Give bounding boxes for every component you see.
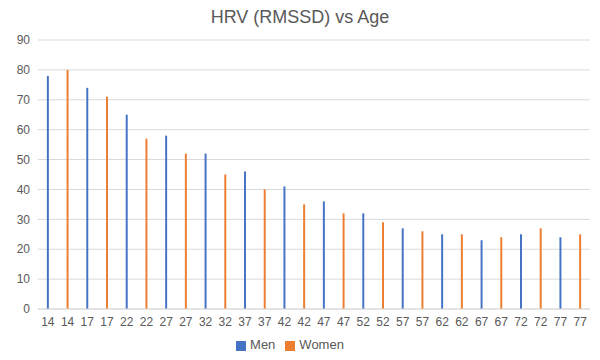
svg-text:14: 14 bbox=[61, 315, 75, 329]
svg-text:60: 60 bbox=[17, 123, 31, 137]
html-text:Women: Women bbox=[299, 337, 344, 352]
svg-text:52: 52 bbox=[376, 315, 390, 329]
svg-text:27: 27 bbox=[179, 315, 193, 329]
svg-text:52: 52 bbox=[357, 315, 371, 329]
svg-text:14: 14 bbox=[41, 315, 55, 329]
svg-text:70: 70 bbox=[17, 93, 31, 107]
svg-text:17: 17 bbox=[81, 315, 95, 329]
svg-text:0: 0 bbox=[23, 302, 30, 316]
svg-text:57: 57 bbox=[396, 315, 410, 329]
svg-text:50: 50 bbox=[17, 153, 31, 167]
svg-text:62: 62 bbox=[435, 315, 449, 329]
svg-text:72: 72 bbox=[514, 315, 528, 329]
html-text:HRV (RMSSD) vs Age: HRV (RMSSD) vs Age bbox=[210, 7, 390, 27]
svg-text:40: 40 bbox=[17, 183, 31, 197]
svg-text:80: 80 bbox=[17, 63, 31, 77]
html-text:Men: Men bbox=[250, 337, 276, 352]
svg-text:17: 17 bbox=[100, 315, 114, 329]
svg-text:67: 67 bbox=[495, 315, 509, 329]
svg-text:57: 57 bbox=[416, 315, 430, 329]
svg-text:30: 30 bbox=[17, 213, 31, 227]
svg-text:72: 72 bbox=[534, 315, 548, 329]
svg-text:77: 77 bbox=[554, 315, 568, 329]
svg-text:77: 77 bbox=[573, 315, 587, 329]
svg-text:22: 22 bbox=[120, 315, 134, 329]
svg-text:22: 22 bbox=[140, 315, 154, 329]
svg-text:20: 20 bbox=[17, 242, 31, 256]
svg-text:37: 37 bbox=[258, 315, 272, 329]
svg-text:42: 42 bbox=[278, 315, 292, 329]
svg-text:27: 27 bbox=[159, 315, 173, 329]
svg-text:47: 47 bbox=[337, 315, 351, 329]
svg-text:37: 37 bbox=[238, 315, 252, 329]
svg-text:67: 67 bbox=[475, 315, 489, 329]
svg-text:32: 32 bbox=[219, 315, 233, 329]
svg-text:90: 90 bbox=[17, 34, 31, 47]
svg-text:10: 10 bbox=[17, 272, 31, 286]
svg-text:62: 62 bbox=[455, 315, 469, 329]
svg-text:47: 47 bbox=[317, 315, 331, 329]
svg-text:32: 32 bbox=[199, 315, 213, 329]
svg-text:42: 42 bbox=[297, 315, 311, 329]
